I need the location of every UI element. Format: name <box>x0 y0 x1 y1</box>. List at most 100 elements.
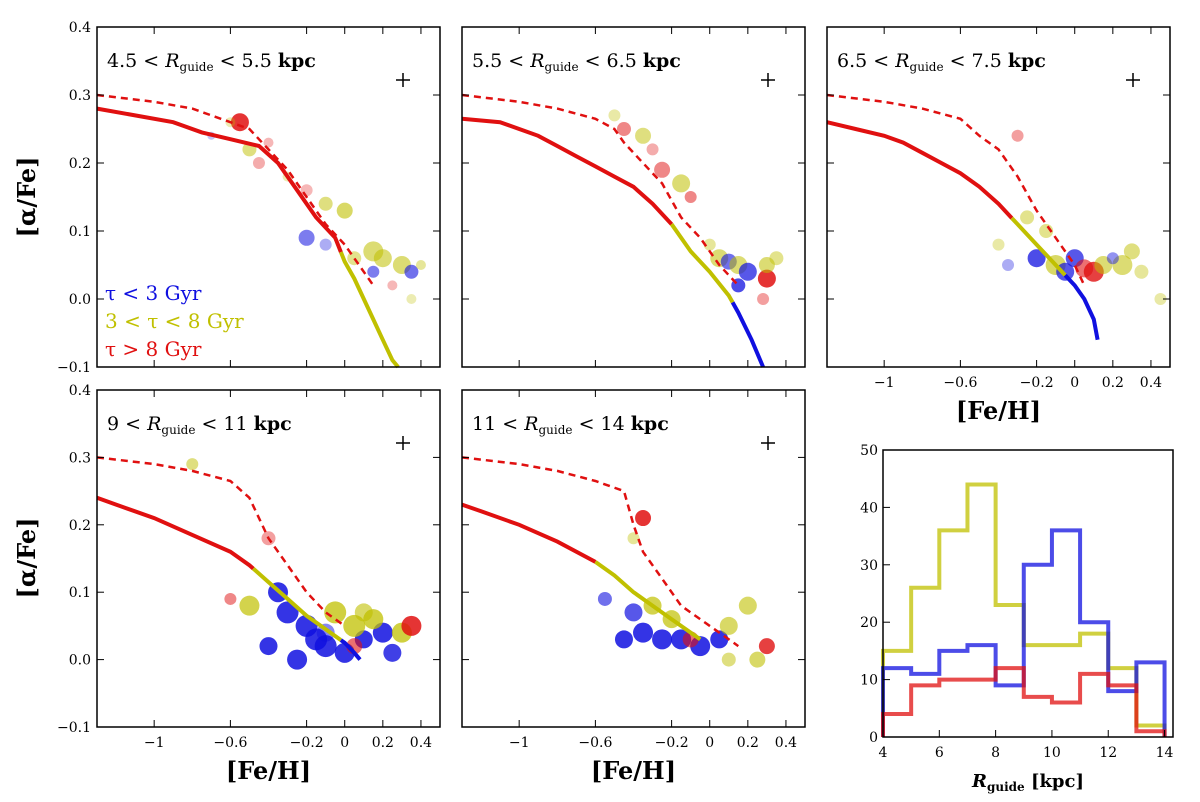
data-point <box>252 157 265 169</box>
x-tick-label: 0.2 <box>737 735 759 751</box>
x-tick-label: 0.4 <box>775 735 797 751</box>
y-tick-label: 50 <box>860 443 878 459</box>
data-point <box>627 532 640 545</box>
data-point <box>597 591 612 606</box>
data-point <box>1002 259 1015 271</box>
data-point <box>672 174 691 193</box>
y-axis-label: [α/Fe] <box>12 518 41 599</box>
y-tick-label: 0.2 <box>69 156 91 172</box>
data-point <box>354 603 373 622</box>
data-point <box>719 616 738 635</box>
x-tick-label: 12 <box>1099 745 1117 761</box>
data-point <box>633 622 654 643</box>
x-tick-label: −1 <box>144 735 165 751</box>
model-dashed-line <box>826 93 1086 286</box>
plot-frame <box>461 26 806 368</box>
y-tick-label: 0.0 <box>69 292 91 308</box>
data-point <box>1123 243 1140 260</box>
model-solid-line-young <box>730 301 765 368</box>
model-solid-line-old <box>96 106 343 253</box>
data-point <box>1094 256 1113 274</box>
legend-entry: τ > 8 Gyr <box>105 337 202 361</box>
scatter-panel: −1 −0.6 −0.2 0 0.2 0.4 [Fe/H] 6.5 < Rguide < 7.… <box>826 26 1171 425</box>
x-tick-label: 0 <box>705 735 714 751</box>
scatter-panel: −0.1 0.0 0.1 0.2 0.3 0.4 4.5 < Rguide < 5.5 kp… <box>57 20 441 376</box>
y-tick-label: 0 <box>869 730 878 746</box>
data-point <box>224 592 237 605</box>
x-tick-label: 0.4 <box>410 735 432 751</box>
scatter-panel: −1 −0.6 −0.2 0 0.2 0.4 [Fe/H] 11 < Rguide < 14 … <box>461 389 806 785</box>
data-point <box>749 651 766 668</box>
histogram-series-old <box>881 666 1167 737</box>
data-point <box>373 249 392 268</box>
panel-title: 5.5 < Rguide < 6.5 kpc <box>472 50 681 74</box>
x-axis-label: Rguide [kpc] <box>971 771 1084 794</box>
y-tick-label: 0.3 <box>69 450 91 466</box>
model-solid-line-old <box>461 116 674 226</box>
data-point <box>230 113 249 132</box>
data-point <box>616 122 631 136</box>
data-point <box>992 238 1005 251</box>
x-tick-label: −0.2 <box>1020 375 1054 391</box>
data-point <box>287 649 308 670</box>
data-point <box>769 251 784 266</box>
x-tick-label: 0.2 <box>372 735 394 751</box>
data-point <box>1112 255 1133 275</box>
data-point <box>367 265 380 278</box>
data-point <box>721 652 736 667</box>
data-point <box>757 293 770 305</box>
plot-frame <box>96 389 441 728</box>
x-tick-label: −0.6 <box>578 735 612 751</box>
plot-frame <box>882 449 1174 738</box>
data-point <box>652 629 673 650</box>
y-tick-label: 20 <box>860 615 878 631</box>
panel-title: 4.5 < Rguide < 5.5 kpc <box>107 50 316 74</box>
x-axis-label: [Fe/H] <box>956 396 1041 425</box>
data-point <box>319 238 332 251</box>
y-tick-label: 0.4 <box>69 383 91 399</box>
data-point <box>1056 262 1075 281</box>
data-point <box>186 458 199 471</box>
legend-entry: τ < 3 Gyr <box>105 281 202 305</box>
data-point <box>738 596 757 615</box>
panel-title: 11 < Rguide < 14 kpc <box>472 413 669 437</box>
x-tick-label: −1 <box>874 375 895 391</box>
y-axis-label: [α/Fe] <box>12 157 41 238</box>
data-point <box>1134 264 1149 279</box>
y-tick-label: 0.1 <box>69 224 91 240</box>
model-solid-line-mid <box>1010 216 1067 277</box>
y-tick-label: 0.1 <box>69 585 91 601</box>
histogram-series-young <box>881 528 1167 737</box>
data-point <box>314 635 337 658</box>
data-point <box>1154 293 1167 305</box>
data-point <box>259 637 278 656</box>
data-point <box>239 595 260 616</box>
scatter-panel: −0.1 0.0 0.1 0.2 0.3 0.4 −1 −0.6 −0.2 0 0.2 0.4 [Fe/… <box>57 383 441 785</box>
data-point <box>404 264 419 279</box>
data-point <box>1011 129 1024 142</box>
model-solid-line-old <box>96 495 255 571</box>
model-solid-line-young <box>1063 273 1100 341</box>
data-point <box>318 196 333 211</box>
scatter-panel: 5.5 < Rguide < 6.5 kpc <box>461 26 806 368</box>
x-tick-label: 4 <box>879 745 888 761</box>
data-point <box>1106 252 1119 265</box>
model-solid-line-young <box>339 638 362 661</box>
model-solid-line-mid <box>339 251 400 369</box>
data-point <box>710 630 729 649</box>
model-dashed-line <box>96 456 346 627</box>
y-tick-label: 0.3 <box>69 88 91 104</box>
x-tick-label: 6 <box>935 745 944 761</box>
legend-entry: 3 < τ < 8 Gyr <box>105 309 244 333</box>
y-tick-label: 40 <box>860 500 878 516</box>
panel-title: 9 < Rguide < 11 kpc <box>107 413 292 437</box>
model-solid-line-mid <box>251 567 343 642</box>
y-tick-label: 0.0 <box>69 653 91 669</box>
data-point <box>298 229 315 246</box>
data-point <box>387 280 398 291</box>
x-tick-label: 8 <box>991 745 1000 761</box>
y-tick-label: 0.4 <box>69 20 91 36</box>
data-point <box>646 143 659 156</box>
x-tick-label: 14 <box>1156 745 1174 761</box>
